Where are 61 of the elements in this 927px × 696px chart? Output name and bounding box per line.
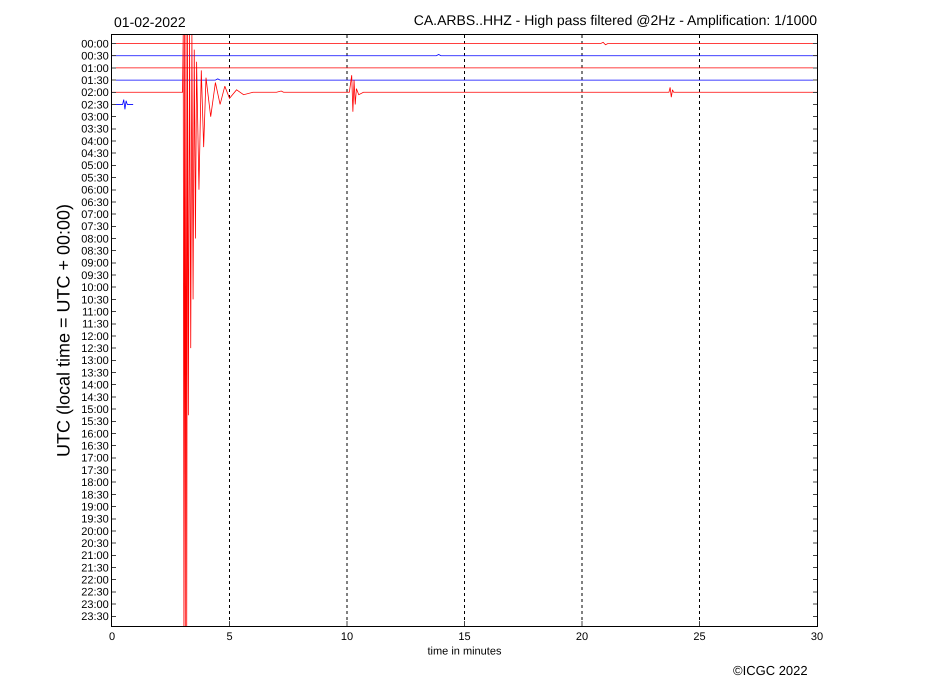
y-tick-label: 10:30	[81, 294, 109, 306]
y-tick-label: 05:30	[81, 172, 109, 184]
y-tick-label: 23:00	[81, 598, 109, 611]
y-tick-label: 17:30	[81, 464, 109, 477]
y-tick-label: 11:00	[82, 306, 109, 318]
y-tick-label: 13:00	[81, 355, 109, 368]
y-tick-label: 14:30	[81, 392, 109, 404]
y-tick-label: 10:00	[81, 282, 109, 294]
line-series	[112, 35, 817, 626]
y-tick-label: 22:00	[81, 574, 109, 587]
y-tick-label: 21:00	[81, 550, 109, 562]
y-tick-label: 18:30	[81, 489, 109, 502]
y-tick-label: 21:30	[81, 562, 109, 574]
y-tick-label: 08:30	[81, 246, 109, 258]
y-tick-label: 08:00	[81, 233, 109, 246]
y-tick-label: 14:00	[81, 380, 109, 392]
y-tick-label: 12:30	[81, 343, 109, 356]
x-tick-label: 0	[108, 631, 116, 644]
y-axis-title: UTC (local time = UTC + 00:00)	[53, 204, 74, 458]
text: 01-02-2022	[114, 14, 186, 30]
y-tick-label: 04:30	[81, 148, 109, 160]
x-tick-label: 25	[693, 631, 706, 644]
y-tick-label: 20:00	[81, 526, 109, 538]
y-tick-label: 15:00	[81, 404, 109, 416]
y-tick-label: 01:00	[81, 62, 109, 75]
y-tick-label: 20:30	[81, 538, 109, 550]
y-tick-label: 15:30	[81, 416, 109, 428]
x-tick-label: 20	[576, 631, 588, 644]
x-tick-label: 30	[810, 631, 824, 644]
y-tick-label: 11:30	[82, 318, 109, 331]
x-tick-label: 10	[340, 631, 354, 644]
y-tick-label: 07:00	[81, 208, 109, 221]
y-tick-label: 16:00	[81, 428, 109, 440]
y-tick-label: 13:30	[81, 367, 109, 380]
y-tick-label: 02:30	[81, 99, 109, 112]
y-tick-label: 00:30	[81, 50, 109, 63]
y-tick-label: 22:30	[81, 586, 109, 599]
x-tick-label: 15	[458, 631, 471, 644]
y-tick-label: 00:00	[81, 38, 109, 50]
y-tick-label: 04:00	[81, 136, 109, 148]
y-tick-label: 07:30	[81, 221, 109, 234]
y-tick-label: 06:30	[81, 196, 109, 209]
y-tick-label: 09:00	[81, 258, 109, 270]
y-tick-label: 17:00	[81, 452, 109, 465]
y-tick-label: 16:30	[81, 440, 109, 452]
y-tick-label: 01:30	[81, 74, 109, 87]
x-tick-label: 5	[226, 631, 233, 644]
text: ©ICGC 2022	[733, 663, 808, 678]
y-tick-label: 18:00	[81, 477, 109, 490]
y-tick-label: 19:30	[81, 514, 109, 526]
y-tick-label: 12:00	[81, 330, 109, 343]
y-tick-label: 03:30	[81, 124, 109, 136]
chart-title: CA.ARBS..HHZ - High pass filtered @2Hz - Amplification: 1/1000	[414, 12, 818, 28]
y-tick-label: 05:00	[81, 160, 109, 172]
y-tick-label: 09:30	[81, 270, 109, 282]
y-tick-label: 03:00	[81, 111, 109, 124]
y-tick-label: 02:00	[81, 87, 109, 100]
y-tick-label: 06:00	[81, 184, 109, 197]
y-tick-label: 19:00	[81, 501, 109, 514]
x-axis-title: time in minutes	[428, 645, 502, 658]
y-tick-label: 23:30	[81, 611, 109, 624]
